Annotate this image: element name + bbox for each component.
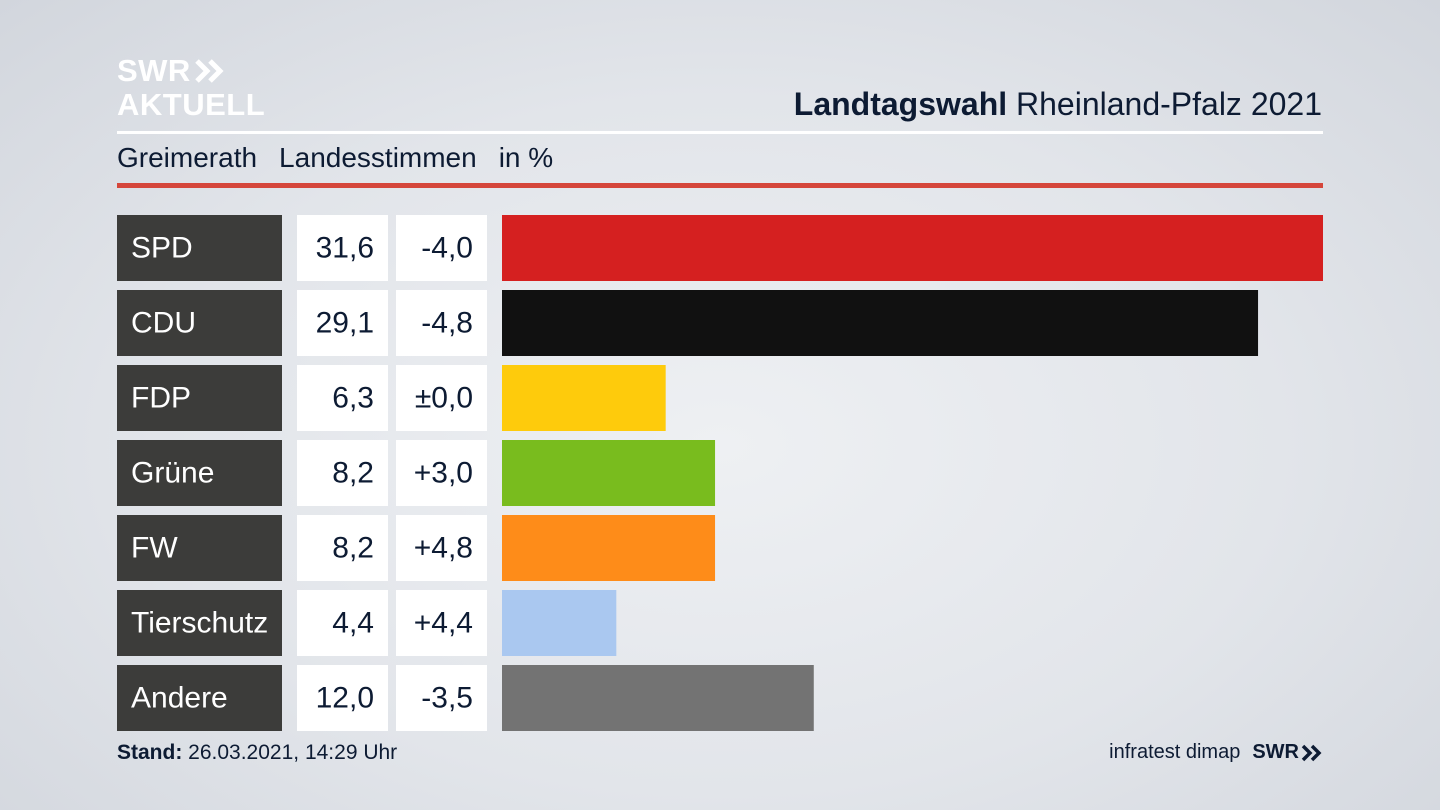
title-rest: Rheinland-Pfalz 2021 — [1016, 86, 1322, 122]
party-label-cell — [117, 515, 282, 581]
value-cell — [297, 290, 388, 356]
change-cell — [396, 665, 487, 731]
bar — [502, 440, 716, 506]
party-label: Grüne — [131, 457, 214, 490]
logo-line-1: SWR — [117, 53, 191, 88]
swr-brand-text: SWR — [1252, 741, 1299, 763]
swr-brand: SWR — [1252, 741, 1323, 764]
bar — [502, 515, 716, 581]
bar — [502, 365, 666, 431]
value-label: 8,2 — [332, 532, 374, 565]
party-label: FW — [131, 532, 178, 565]
header-divider — [117, 131, 1323, 134]
value-label: 6,3 — [332, 382, 374, 415]
stand-value: 26.03.2021, 14:29 Uhr — [188, 741, 398, 764]
bar — [502, 290, 1259, 356]
change-label: -4,0 — [421, 232, 473, 265]
party-label-cell — [117, 290, 282, 356]
change-label: ±0,0 — [415, 382, 473, 415]
swr-aktuell-logo: SWR AKTUELL — [117, 54, 265, 120]
change-cell — [396, 515, 487, 581]
value-label: 4,4 — [332, 607, 374, 640]
change-cell — [396, 590, 487, 656]
stand-label: Stand: — [117, 741, 183, 764]
value-label: 31,6 — [316, 232, 374, 265]
party-label-cell — [117, 365, 282, 431]
value-cell — [297, 440, 388, 506]
bar — [502, 215, 1323, 281]
double-chevron-small-icon — [1301, 744, 1322, 761]
party-label: FDP — [131, 382, 191, 415]
value-cell — [297, 590, 388, 656]
value-cell — [297, 365, 388, 431]
source-credit: infratest dimap SWR — [1109, 741, 1323, 764]
bar — [502, 665, 814, 731]
subtitle-unit: in % — [498, 142, 554, 173]
value-cell — [297, 215, 388, 281]
source-name: infratest dimap — [1109, 741, 1241, 763]
party-label: SPD — [131, 232, 193, 265]
change-label: +4,8 — [414, 532, 473, 565]
party-label-cell — [117, 440, 282, 506]
change-label: +3,0 — [414, 457, 473, 490]
change-cell — [396, 440, 487, 506]
party-label-cell — [117, 215, 282, 281]
value-label: 29,1 — [316, 307, 374, 340]
chart-subtitle: Greimerath Landesstimmen in % — [117, 142, 575, 174]
title-bold: Landtagswahl — [793, 86, 1008, 122]
party-label: Andere — [131, 682, 228, 715]
double-chevron-icon — [195, 58, 224, 83]
party-label: CDU — [131, 307, 196, 340]
timestamp: Stand: 26.03.2021, 14:29 Uhr — [117, 741, 397, 765]
value-cell — [297, 515, 388, 581]
change-cell — [396, 215, 487, 281]
change-label: -4,8 — [421, 307, 473, 340]
value-cell — [297, 665, 388, 731]
value-label: 12,0 — [316, 682, 374, 715]
change-label: -3,5 — [421, 682, 473, 715]
page-title: Landtagswahl Rheinland-Pfalz 2021 — [794, 86, 1322, 123]
accent-divider — [117, 183, 1323, 188]
logo-line-2: AKTUELL — [117, 87, 266, 122]
change-label: +4,4 — [414, 607, 473, 640]
change-cell — [396, 290, 487, 356]
subtitle-measure: Landesstimmen — [279, 142, 477, 173]
party-label: Tierschutz — [131, 607, 268, 640]
value-label: 8,2 — [332, 457, 374, 490]
change-cell — [396, 365, 487, 431]
subtitle-place: Greimerath — [117, 142, 258, 173]
bar — [502, 590, 617, 656]
party-label-cell — [117, 665, 282, 731]
party-label-cell — [117, 590, 282, 656]
